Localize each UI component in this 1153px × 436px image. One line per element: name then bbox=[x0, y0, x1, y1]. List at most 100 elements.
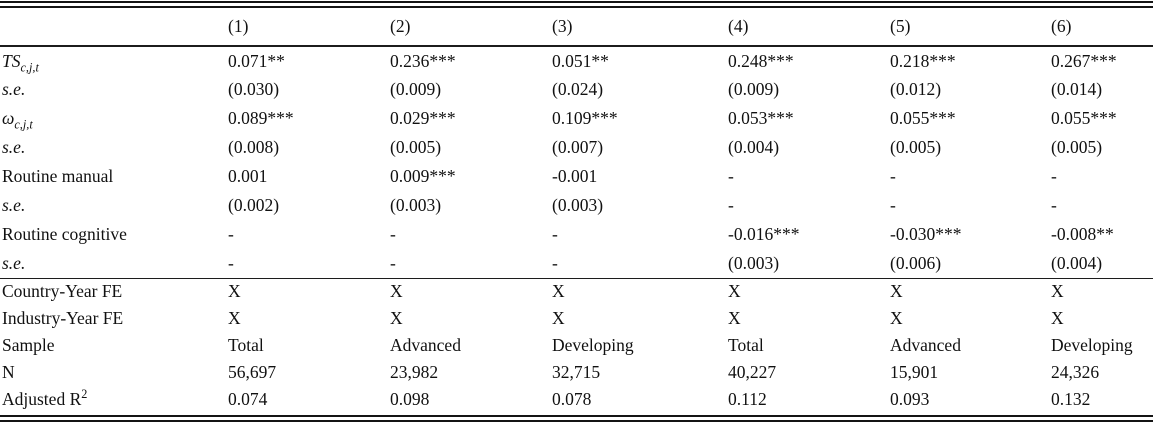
column-header: (1) bbox=[228, 8, 390, 47]
cell: - bbox=[390, 252, 396, 273]
row-label-text: s.e. bbox=[2, 252, 26, 273]
row-label-text: s.e. bbox=[2, 137, 26, 157]
cell: 0.112 bbox=[728, 389, 767, 409]
table-row: Country-Year FE X X X X X X bbox=[0, 277, 1153, 305]
cell: X bbox=[1051, 308, 1064, 328]
table-row: Industry-Year FE X X X X X X bbox=[0, 305, 1153, 332]
column-header: (6) bbox=[1051, 8, 1153, 47]
cell: - bbox=[728, 195, 734, 215]
cell: Total bbox=[728, 335, 764, 355]
row-label-text: Industry-Year FE bbox=[2, 308, 124, 328]
table-header: (1) (2) (3) (4) (5) (6) bbox=[0, 8, 1153, 47]
cell: X bbox=[890, 277, 1051, 305]
cell: (0.005) bbox=[1051, 137, 1103, 157]
cell: (0.009) bbox=[390, 79, 442, 99]
cell: - bbox=[552, 252, 558, 273]
column-header: (3) bbox=[552, 8, 728, 47]
cell: 0.009*** bbox=[390, 166, 456, 186]
row-label-text: s.e. bbox=[2, 195, 26, 215]
cell: (0.004) bbox=[728, 137, 780, 157]
cell: Developing bbox=[552, 335, 634, 355]
cell: 0.093 bbox=[890, 389, 930, 409]
cell: 0.248*** bbox=[728, 50, 794, 71]
header-row: (1) (2) (3) (4) (5) (6) bbox=[0, 8, 1153, 47]
table-row: Routine cognitive - - - -0.016*** -0.030*** -0… bbox=[0, 220, 1153, 249]
cell: X bbox=[390, 277, 552, 305]
table-row: s.e. (0.008) (0.005) (0.007) (0.004) (0.005) (… bbox=[0, 133, 1153, 162]
cell: -0.030*** bbox=[890, 224, 962, 244]
cell: 0.218*** bbox=[890, 50, 956, 71]
row-label: s.e. bbox=[0, 75, 228, 104]
row-label-text: Country-Year FE bbox=[2, 281, 123, 302]
cell: 0.001 bbox=[228, 166, 268, 186]
cell: 0.053*** bbox=[728, 108, 794, 128]
cell: 0.055*** bbox=[1051, 108, 1117, 128]
cell: (0.004) bbox=[1051, 252, 1103, 273]
coefficient-section: TSc,j,t 0.071** 0.236*** 0.051** 0.248*** 0.2… bbox=[0, 46, 1153, 278]
row-label: Country-Year FE bbox=[0, 277, 228, 305]
table-row: ωc,j,t 0.089*** 0.029*** 0.109*** 0.053*** 0.… bbox=[0, 104, 1153, 133]
cell: (0.024) bbox=[552, 79, 604, 99]
row-label-subscript: c,j,t bbox=[14, 117, 33, 132]
cell: 0.074 bbox=[228, 389, 268, 409]
row-label-text: Routine manual bbox=[2, 166, 114, 186]
cell: 32,715 bbox=[552, 362, 601, 382]
row-label-text: N bbox=[2, 362, 15, 382]
row-label: ωc,j,t bbox=[0, 104, 228, 133]
row-label-subscript: c,j,t bbox=[20, 60, 39, 74]
cell: X bbox=[728, 308, 741, 328]
row-label: TSc,j,t bbox=[0, 46, 228, 75]
cell: 40,227 bbox=[728, 362, 777, 382]
cell: (0.030) bbox=[228, 79, 280, 99]
cell: 24,326 bbox=[1051, 362, 1100, 382]
cell: 0.098 bbox=[390, 389, 430, 409]
cell: 0.109*** bbox=[552, 108, 618, 128]
cell: - bbox=[1051, 166, 1057, 186]
cell: (0.012) bbox=[890, 79, 942, 99]
cell: (0.003) bbox=[552, 195, 604, 215]
cell: (0.003) bbox=[728, 252, 780, 273]
cell: 0.236*** bbox=[390, 50, 456, 71]
row-label-text: ω bbox=[2, 108, 15, 128]
results-table: (1) (2) (3) (4) (5) (6) TSc,j,t 0.071** 0.236**… bbox=[0, 8, 1153, 413]
row-label-text: TS bbox=[2, 50, 21, 71]
cell: - bbox=[228, 224, 234, 244]
cell: (0.007) bbox=[552, 137, 604, 157]
cell: (0.008) bbox=[228, 137, 280, 157]
table-row: Sample Total Advanced Developing Total Advanc… bbox=[0, 332, 1153, 359]
table-row: TSc,j,t 0.071** 0.236*** 0.051** 0.248*** 0.2… bbox=[0, 46, 1153, 75]
row-label-text: Adjusted R bbox=[2, 389, 82, 409]
row-label: Routine cognitive bbox=[0, 220, 228, 249]
cell: 15,901 bbox=[890, 362, 939, 382]
cell: - bbox=[1051, 195, 1057, 215]
cell: (0.003) bbox=[390, 195, 442, 215]
row-label: Adjusted R2 bbox=[0, 386, 228, 413]
table-row: Routine manual 0.001 0.009*** -0.001 - - - bbox=[0, 162, 1153, 191]
cell: 0.089*** bbox=[228, 108, 294, 128]
cell: - bbox=[390, 224, 396, 244]
top-double-rule-outer bbox=[0, 1, 1153, 3]
cell: (0.005) bbox=[890, 137, 942, 157]
cell: 0.055*** bbox=[890, 108, 956, 128]
row-label: s.e. bbox=[0, 133, 228, 162]
table-row: s.e. (0.030) (0.009) (0.024) (0.009) (0.012) (… bbox=[0, 75, 1153, 104]
cell: Developing bbox=[1051, 335, 1133, 355]
cell: X bbox=[728, 277, 890, 305]
cell: (0.009) bbox=[728, 79, 780, 99]
cell: (0.002) bbox=[228, 195, 280, 215]
row-label-text: Sample bbox=[2, 335, 55, 355]
cell: (0.014) bbox=[1051, 79, 1103, 99]
cell: 0.071** bbox=[228, 50, 285, 71]
bottom-double-rule-outer bbox=[0, 415, 1153, 417]
table-row: s.e. (0.002) (0.003) (0.003) - - - bbox=[0, 191, 1153, 220]
cell: - bbox=[890, 195, 896, 215]
cell: -0.016*** bbox=[728, 224, 800, 244]
cell: -0.008** bbox=[1051, 224, 1114, 244]
row-label: Industry-Year FE bbox=[0, 305, 228, 332]
row-label-text: Routine cognitive bbox=[2, 224, 127, 244]
summary-section: Country-Year FE X X X X X X Industry-Year FE X X X… bbox=[0, 277, 1153, 413]
table-row: N 56,697 23,982 32,715 40,227 15,901 24,326 bbox=[0, 359, 1153, 386]
cell: Advanced bbox=[390, 335, 461, 355]
cell: - bbox=[728, 166, 734, 186]
header-empty-cell bbox=[0, 8, 228, 47]
